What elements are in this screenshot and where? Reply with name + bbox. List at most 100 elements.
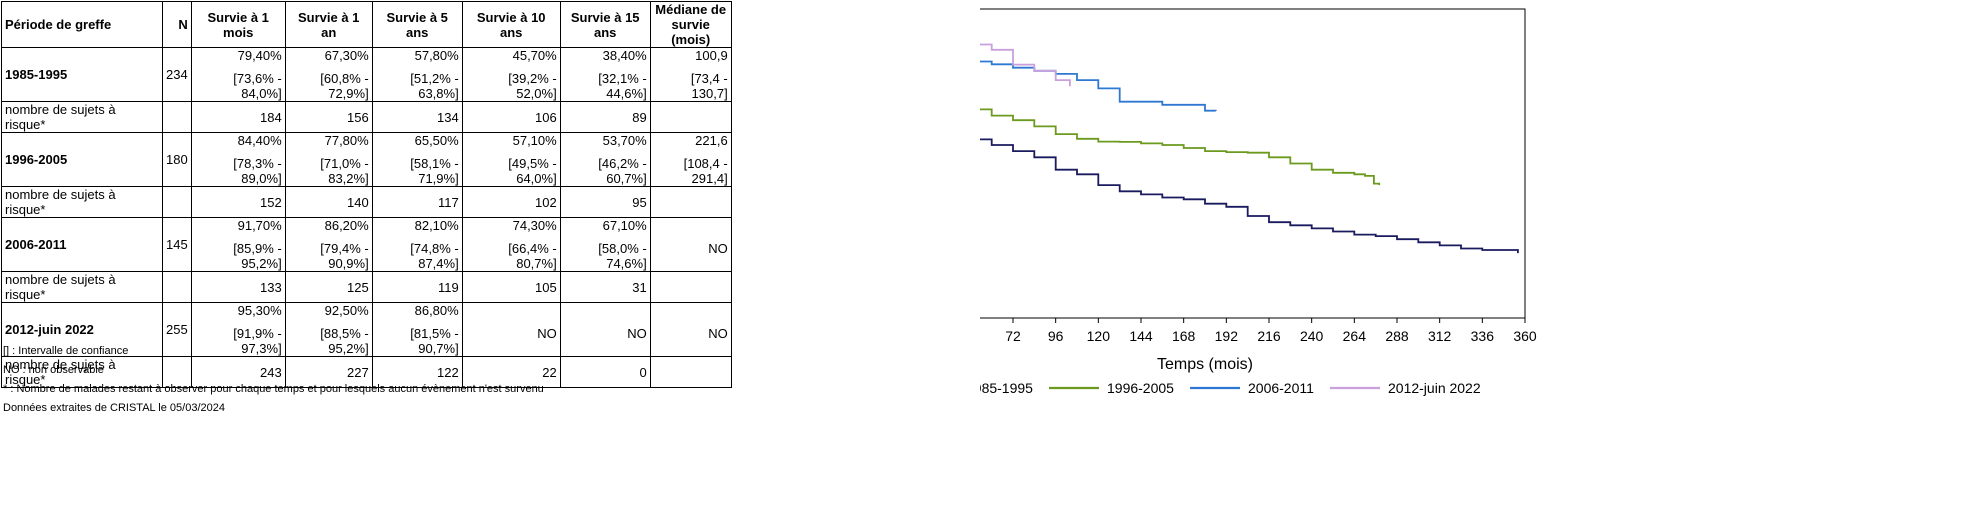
survival-cell: NO (649, 302, 732, 357)
survival-cell: NO (559, 302, 651, 357)
survival-value: 84,40% (237, 133, 282, 149)
survival-value: 57,80% (414, 48, 459, 64)
empty-cell (162, 186, 192, 218)
risk-count: 227 (284, 356, 373, 388)
risk-count: 133 (190, 271, 286, 303)
legend-label: 1985-1995 (980, 380, 1033, 396)
legend-label: 1996-2005 (1107, 380, 1174, 396)
survival-cell: 86,20% [79,4% - 90,9%] (284, 217, 373, 272)
survival-cell: 38,40% [32,1% - 44,6%] (559, 47, 651, 102)
confidence-interval: [85,9% - 95,2%] (233, 241, 282, 271)
survival-cell: NO (649, 217, 732, 272)
survival-cell: 67,10% [58,0% - 74,6%] (559, 217, 651, 272)
survival-cell: 84,40% [78,3% - 89,0%] (190, 132, 286, 187)
x-tick-label: 240 (1300, 328, 1324, 344)
x-tick-label: 336 (1471, 328, 1495, 344)
n-cell: 234 (162, 47, 192, 102)
survival-value: 86,80% (414, 303, 459, 319)
confidence-interval: [51,2% - 63,8%] (410, 71, 459, 101)
survival-cell: 91,70% [85,9% - 95,2%] (190, 217, 286, 272)
confidence-interval: [71,0% - 83,2%] (320, 156, 369, 186)
survival-cell: 45,70% [39,2% - 52,0%] (461, 47, 561, 102)
survival-cell: 67,30% [60,8% - 72,9%] (284, 47, 373, 102)
confidence-interval: [58,0% - 74,6%] (598, 241, 647, 271)
column-header: Médiane de survie (mois) (649, 1, 732, 48)
survival-cell: 82,10% [74,8% - 87,4%] (371, 217, 463, 272)
column-header: Survie à 1 mois (190, 1, 286, 48)
x-axis-label: Temps (mois) (1157, 356, 1253, 373)
survival-cell: 53,70% [46,2% - 60,7%] (559, 132, 651, 187)
confidence-interval: [108,4 - 291,4] (683, 156, 728, 186)
n-cell: 180 (162, 132, 192, 187)
risk-count: 134 (371, 101, 463, 133)
confidence-interval: [32,1% - 44,6%] (598, 71, 647, 101)
series-line-1996-2005 (980, 108, 1381, 186)
legend-label: 2012-juin 2022 (1388, 380, 1481, 396)
risk-count (649, 356, 732, 388)
risk-count: 122 (371, 356, 463, 388)
risk-count: 243 (190, 356, 286, 388)
risk-count: 117 (371, 186, 463, 218)
x-tick-label: 216 (1257, 328, 1281, 344)
empty-cell (162, 101, 192, 133)
survival-value: 95,30% (237, 303, 282, 319)
x-tick-label: 120 (1087, 328, 1111, 344)
risk-count (649, 271, 732, 303)
series-line-2006-2011 (980, 60, 1217, 112)
survival-cell: 95,30% [91,9% - 97,3%] (190, 302, 286, 357)
column-header: Période de greffe (1, 1, 163, 48)
confidence-interval: [66,4% - 80,7%] (508, 241, 557, 271)
confidence-interval: [91,9% - 97,3%] (233, 326, 282, 356)
survival-value: 57,10% (512, 133, 557, 149)
risk-count: 125 (284, 271, 373, 303)
table-header: Période de greffe N Survie à 1 mois Survie … (1, 1, 732, 48)
survival-cell: 57,80% [51,2% - 63,8%] (371, 47, 463, 102)
confidence-interval: [73,4 - 130,7] (690, 71, 728, 101)
confidence-interval: NO (708, 241, 728, 256)
survival-value: 77,80% (324, 133, 369, 149)
confidence-interval: NO (708, 326, 728, 341)
survival-value (654, 304, 728, 319)
confidence-interval: [74,8% - 87,4%] (410, 241, 459, 271)
survival-cell: 79,40% [73,6% - 84,0%] (190, 47, 286, 102)
x-tick-label: 288 (1385, 328, 1409, 344)
survival-cell: 100,9 [73,4 - 130,7] (649, 47, 732, 102)
survival-cell: 221,6 [108,4 - 291,4] (649, 132, 732, 187)
x-tick-label: 144 (1129, 328, 1153, 344)
table-row: 2006-2011 145 91,70% [85,9% - 95,2%] 86,20% [… (1, 217, 732, 272)
n-cell: 255 (162, 302, 192, 357)
survival-cell: 92,50% [88,5% - 95,2%] (284, 302, 373, 357)
risk-row: nombre de sujets à risque* 184 156 134 106 89 (1, 101, 732, 133)
x-tick-label: 312 (1428, 328, 1452, 344)
confidence-interval: [81,5% - 90,7%] (410, 326, 459, 356)
plot-frame (980, 8, 1526, 319)
risk-label: nombre de sujets à risque* (1, 101, 163, 133)
survival-table: Période de greffe N Survie à 1 mois Survie … (1, 1, 732, 388)
risk-count: 106 (461, 101, 561, 133)
survival-value: 91,70% (237, 218, 282, 234)
risk-count: 102 (461, 186, 561, 218)
risk-count (649, 101, 732, 133)
confidence-interval: [78,3% - 89,0%] (233, 156, 282, 186)
risk-count: 119 (371, 271, 463, 303)
table-row: 1996-2005 180 84,40% [78,3% - 89,0%] 77,80% [… (1, 132, 732, 187)
risk-label: nombre de sujets à risque* (1, 356, 163, 388)
column-header: N (162, 1, 192, 48)
risk-count: 22 (461, 356, 561, 388)
confidence-interval: [58,1% - 71,9%] (410, 156, 459, 186)
column-header: Survie à 5 ans (371, 1, 463, 48)
table-body: 1985-1995 234 79,40% [73,6% - 84,0%] 67,30% [… (1, 47, 732, 388)
confidence-interval: [46,2% - 60,7%] (598, 156, 647, 186)
risk-row: nombre de sujets à risque* 152 140 117 102 95 (1, 186, 732, 218)
risk-count: 31 (559, 271, 651, 303)
confidence-interval: NO (537, 326, 557, 341)
survival-cell: 74,30% [66,4% - 80,7%] (461, 217, 561, 272)
survival-value: 67,10% (602, 218, 647, 234)
survival-cell: 77,80% [71,0% - 83,2%] (284, 132, 373, 187)
survival-value (654, 219, 728, 234)
survival-cell: 86,80% [81,5% - 90,7%] (371, 302, 463, 357)
table-row: 2012-juin 2022 255 95,30% [91,9% - 97,3%] 92… (1, 302, 732, 357)
risk-label: nombre de sujets à risque* (1, 186, 163, 218)
risk-count: 95 (559, 186, 651, 218)
risk-count: 89 (559, 101, 651, 133)
